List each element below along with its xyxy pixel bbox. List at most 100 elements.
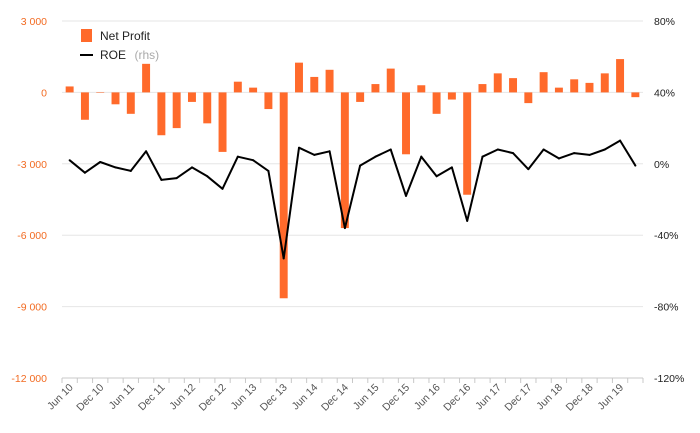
net-profit-bar bbox=[616, 59, 625, 93]
roe-point bbox=[68, 159, 71, 162]
x-tick-label: Jun 11 bbox=[107, 382, 137, 412]
roe-point bbox=[512, 152, 515, 155]
y-left-tick-label: -9 000 bbox=[17, 302, 47, 314]
roe-point bbox=[343, 227, 346, 230]
x-tick-label: Jun 15 bbox=[351, 382, 382, 413]
roe-point bbox=[405, 194, 408, 197]
net-profit-bar bbox=[493, 73, 502, 93]
roe-point bbox=[481, 155, 484, 158]
roe-point bbox=[83, 171, 86, 174]
net-profit-bar bbox=[295, 62, 303, 93]
net-profit-bar bbox=[157, 92, 166, 136]
net-profit-bar bbox=[142, 63, 151, 93]
x-tick-label: Dec 14 bbox=[319, 382, 351, 414]
x-tick-label: Dec 16 bbox=[441, 382, 473, 414]
x-tick-label: Jun 16 bbox=[412, 382, 443, 413]
net-profit-bar bbox=[417, 85, 426, 93]
x-tick-label: Jun 19 bbox=[595, 382, 626, 413]
roe-point bbox=[420, 155, 423, 158]
roe-point bbox=[282, 257, 285, 260]
x-tick-label: Dec 18 bbox=[564, 382, 596, 414]
roe-point bbox=[466, 219, 469, 222]
x-tick-label: Jun 10 bbox=[45, 382, 76, 413]
net-profit-bar bbox=[554, 87, 563, 93]
legend: Net Profit ROE (rhs) bbox=[80, 29, 159, 63]
legend-swatch-net-profit bbox=[81, 29, 92, 42]
roe-point bbox=[175, 177, 178, 180]
roe-point bbox=[542, 148, 545, 151]
roe-point bbox=[359, 164, 362, 167]
x-tick-label: Jun 18 bbox=[534, 382, 565, 413]
roe-point bbox=[588, 153, 591, 156]
x-tick-label: Jun 14 bbox=[290, 382, 321, 413]
net-profit-bar bbox=[570, 79, 579, 93]
roe-point bbox=[374, 155, 377, 158]
roe-point bbox=[297, 146, 300, 149]
y-left-tick-label: 0 bbox=[41, 87, 47, 99]
net-profit-bar bbox=[631, 92, 640, 98]
roe-point bbox=[236, 155, 239, 158]
y-right-tick-label: -120% bbox=[654, 373, 684, 385]
net-profit-bar bbox=[356, 92, 365, 102]
legend-label-roe: ROE bbox=[100, 48, 126, 62]
roe-point bbox=[313, 153, 316, 156]
net-profit-bar bbox=[203, 92, 212, 124]
net-profit-bar bbox=[264, 92, 273, 110]
roe-point bbox=[252, 159, 255, 162]
net-profit-bar bbox=[585, 82, 594, 93]
net-profit-bar bbox=[539, 72, 548, 93]
roe-point bbox=[435, 175, 438, 178]
net-profit-bar bbox=[80, 92, 89, 120]
net-profit-bar bbox=[478, 84, 487, 93]
net-profit-bar bbox=[402, 92, 410, 155]
roe-point bbox=[99, 161, 102, 164]
x-tick-label: Dec 17 bbox=[502, 382, 534, 414]
x-tick-label: Dec 12 bbox=[197, 382, 229, 414]
x-tick-label: Dec 11 bbox=[136, 382, 168, 414]
net-profit-bar bbox=[371, 84, 380, 93]
roe-point bbox=[634, 164, 637, 167]
net-profit-bar bbox=[111, 92, 120, 105]
roe-point bbox=[619, 139, 622, 142]
y-left-tick-label: -12 000 bbox=[11, 373, 47, 385]
roe-point bbox=[328, 150, 331, 153]
y-right-tick-label: -80% bbox=[654, 302, 679, 314]
net-profit-bar bbox=[233, 81, 242, 93]
net-profit-bar bbox=[187, 92, 196, 102]
net-profit-bar bbox=[310, 76, 319, 93]
net-profit-bar bbox=[463, 92, 472, 195]
roe-point bbox=[129, 169, 132, 172]
x-tick-label: Dec 13 bbox=[258, 382, 290, 414]
y-left-tick-label: 3 000 bbox=[21, 16, 47, 28]
x-tick-label: Jun 17 bbox=[473, 382, 504, 413]
y-right-tick-label: 40% bbox=[654, 87, 675, 99]
net-profit-bar bbox=[432, 92, 441, 114]
net-profit-bar bbox=[249, 87, 258, 93]
net-profit-bar bbox=[279, 92, 288, 299]
net-profit-bar bbox=[600, 73, 609, 93]
roe-point bbox=[190, 166, 193, 169]
net-profit-bar bbox=[325, 69, 334, 93]
legend-label-net-profit: Net Profit bbox=[100, 29, 151, 43]
net-profit-bar bbox=[386, 68, 395, 93]
roe-point bbox=[557, 157, 560, 160]
net-profit-bar bbox=[172, 92, 181, 129]
roe-point bbox=[160, 178, 163, 181]
x-tick-label: Jun 12 bbox=[167, 382, 198, 413]
roe-point bbox=[389, 148, 392, 151]
y-left-tick-label: -6 000 bbox=[17, 230, 47, 242]
roe-point bbox=[114, 166, 117, 169]
roe-point bbox=[573, 152, 576, 155]
x-tick-label: Dec 15 bbox=[380, 382, 412, 414]
roe-point bbox=[496, 148, 499, 151]
net-profit-bar bbox=[218, 92, 227, 152]
net-profit-bars bbox=[65, 59, 640, 299]
roe-line bbox=[68, 139, 637, 260]
legend-label-roe-group: ROE (rhs) bbox=[100, 46, 159, 63]
roe-point bbox=[145, 150, 148, 153]
roe-point bbox=[603, 148, 606, 151]
roe-point bbox=[206, 175, 209, 178]
roe-point bbox=[450, 166, 453, 169]
